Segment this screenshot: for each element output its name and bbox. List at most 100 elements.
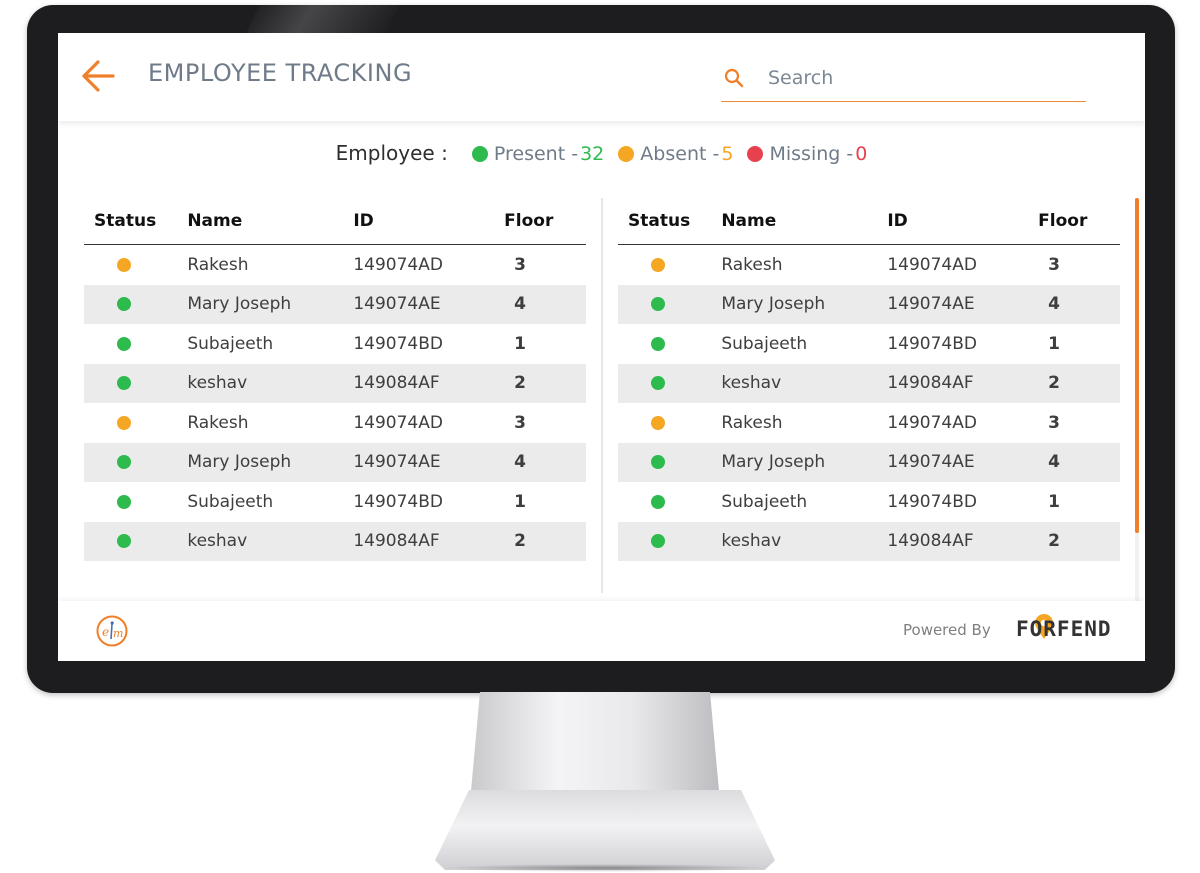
table-row[interactable]: Subajeeth 149074BD 1 [84,482,586,522]
table-row[interactable]: keshav 149084AF 2 [618,521,1120,561]
present-count: 32 [580,143,605,165]
column-header-floor[interactable]: Floor [504,198,586,245]
id-cell: 149074AE [353,442,505,482]
floor-cell: 2 [504,521,586,561]
search-icon [724,68,744,88]
name-cell: Subajeeth [721,491,808,512]
missing-count: 0 [855,143,868,165]
absent-label: Absent - [640,143,720,165]
name-cell: keshav [721,521,888,561]
status-dot-icon [116,455,131,470]
table-row[interactable]: Subajeeth 149074BD 1 [618,482,1120,522]
table-row[interactable]: keshav 149084AF 2 [84,363,586,403]
floor-cell: 1 [1048,333,1060,354]
search-box[interactable] [721,63,1086,102]
id-cell: 149074BD [353,491,443,512]
summary-label: Employee : [335,141,448,165]
name-cell: Rakesh [721,254,783,275]
floor-cell: 2 [504,363,586,403]
status-dot-icon [116,336,131,351]
name-cell: Mary Joseph [187,284,354,324]
monitor-stand-base [435,790,775,870]
name-cell: Subajeeth [187,491,274,512]
column-header-name[interactable]: Name [721,198,888,245]
floor-cell: 4 [504,284,586,324]
table-row[interactable]: Rakesh 149074AD 3 [84,245,586,285]
monitor-stand-shadow [440,864,770,872]
status-cell [84,245,187,285]
floor-cell: 1 [1048,491,1060,512]
id-cell: 149084AF [353,521,505,561]
brand-name: FORFEND [1016,617,1112,641]
employee-table-right: Status Name ID Floor Rakesh 149074AD 3 Mary… [618,198,1120,561]
table-row[interactable]: Subajeeth 149074BD 1 [84,324,586,364]
table-header-row: Status Name ID Floor [84,198,586,245]
column-header-id[interactable]: ID [887,198,1039,245]
status-cell [84,521,188,561]
id-cell: 149084AF [887,363,1039,403]
page-title: EMPLOYEE TRACKING [148,59,413,87]
scrollbar-thumb[interactable] [1135,198,1139,533]
status-dot-icon [650,455,665,470]
id-cell: 149074AE [353,284,505,324]
name-cell: Rakesh [187,412,249,433]
status-cell [84,284,188,324]
monitor-stand-neck [470,692,720,802]
status-cell [618,245,721,285]
column-header-status[interactable]: Status [618,198,722,245]
status-cell [84,442,188,482]
absent-dot-icon [618,146,635,162]
search-input[interactable] [766,63,1070,93]
status-dot-icon [650,336,665,351]
table-row[interactable]: keshav 149084AF 2 [84,521,586,561]
id-cell: 149074AD [353,254,443,275]
id-cell: 149074BD [887,333,977,354]
status-cell [618,363,722,403]
status-dot-icon [116,376,131,391]
table-row[interactable]: Subajeeth 149074BD 1 [618,324,1120,364]
status-dot-icon [116,257,131,272]
column-header-name[interactable]: Name [187,198,354,245]
column-header-id[interactable]: ID [353,198,505,245]
table-row[interactable]: Rakesh 149074AD 3 [84,403,586,443]
status-cell [618,284,722,324]
floor-cell: 4 [1038,284,1120,324]
table-row[interactable]: Mary Joseph 149074AE 4 [84,442,586,482]
missing-dot-icon [747,146,764,162]
floor-cell: 2 [1038,521,1120,561]
floor-cell: 3 [1048,254,1060,275]
column-header-status[interactable]: Status [84,198,188,245]
employee-table: Status Name ID Floor Rakesh 149074AD 3 Mary… [84,198,586,561]
status-cell [618,521,722,561]
status-dot-icon [116,534,131,549]
name-cell: Mary Joseph [721,442,888,482]
floor-cell: 3 [514,254,526,275]
status-dot-icon [650,257,665,272]
name-cell: Subajeeth [721,333,808,354]
table-row[interactable]: Mary Joseph 149074AE 4 [618,442,1120,482]
id-cell: 149074BD [887,491,977,512]
table-row[interactable]: keshav 149084AF 2 [618,363,1120,403]
table-row[interactable]: Rakesh 149074AD 3 [618,403,1120,443]
id-cell: 149084AF [887,521,1039,561]
name-cell: keshav [187,521,354,561]
svg-text:e: e [102,625,109,639]
floor-cell: 2 [1038,363,1120,403]
id-cell: 149074AD [353,412,443,433]
status-cell [84,324,187,364]
back-button[interactable] [80,59,116,93]
id-cell: 149074AE [887,284,1039,324]
table-row[interactable]: Rakesh 149074AD 3 [618,245,1120,285]
status-cell [84,403,187,443]
status-dot-icon [650,494,665,509]
employee-summary: Employee : Present -32 Absent -5 Missing… [58,141,1145,165]
column-header-floor[interactable]: Floor [1038,198,1120,245]
name-cell: Mary Joseph [187,442,354,482]
table-row[interactable]: Mary Joseph 149074AE 4 [84,284,586,324]
status-dot-icon [650,376,665,391]
table-row[interactable]: Mary Joseph 149074AE 4 [618,284,1120,324]
id-cell: 149074AD [887,412,977,433]
name-cell: Subajeeth [187,333,274,354]
name-cell: keshav [187,363,354,403]
floor-cell: 3 [514,412,526,433]
